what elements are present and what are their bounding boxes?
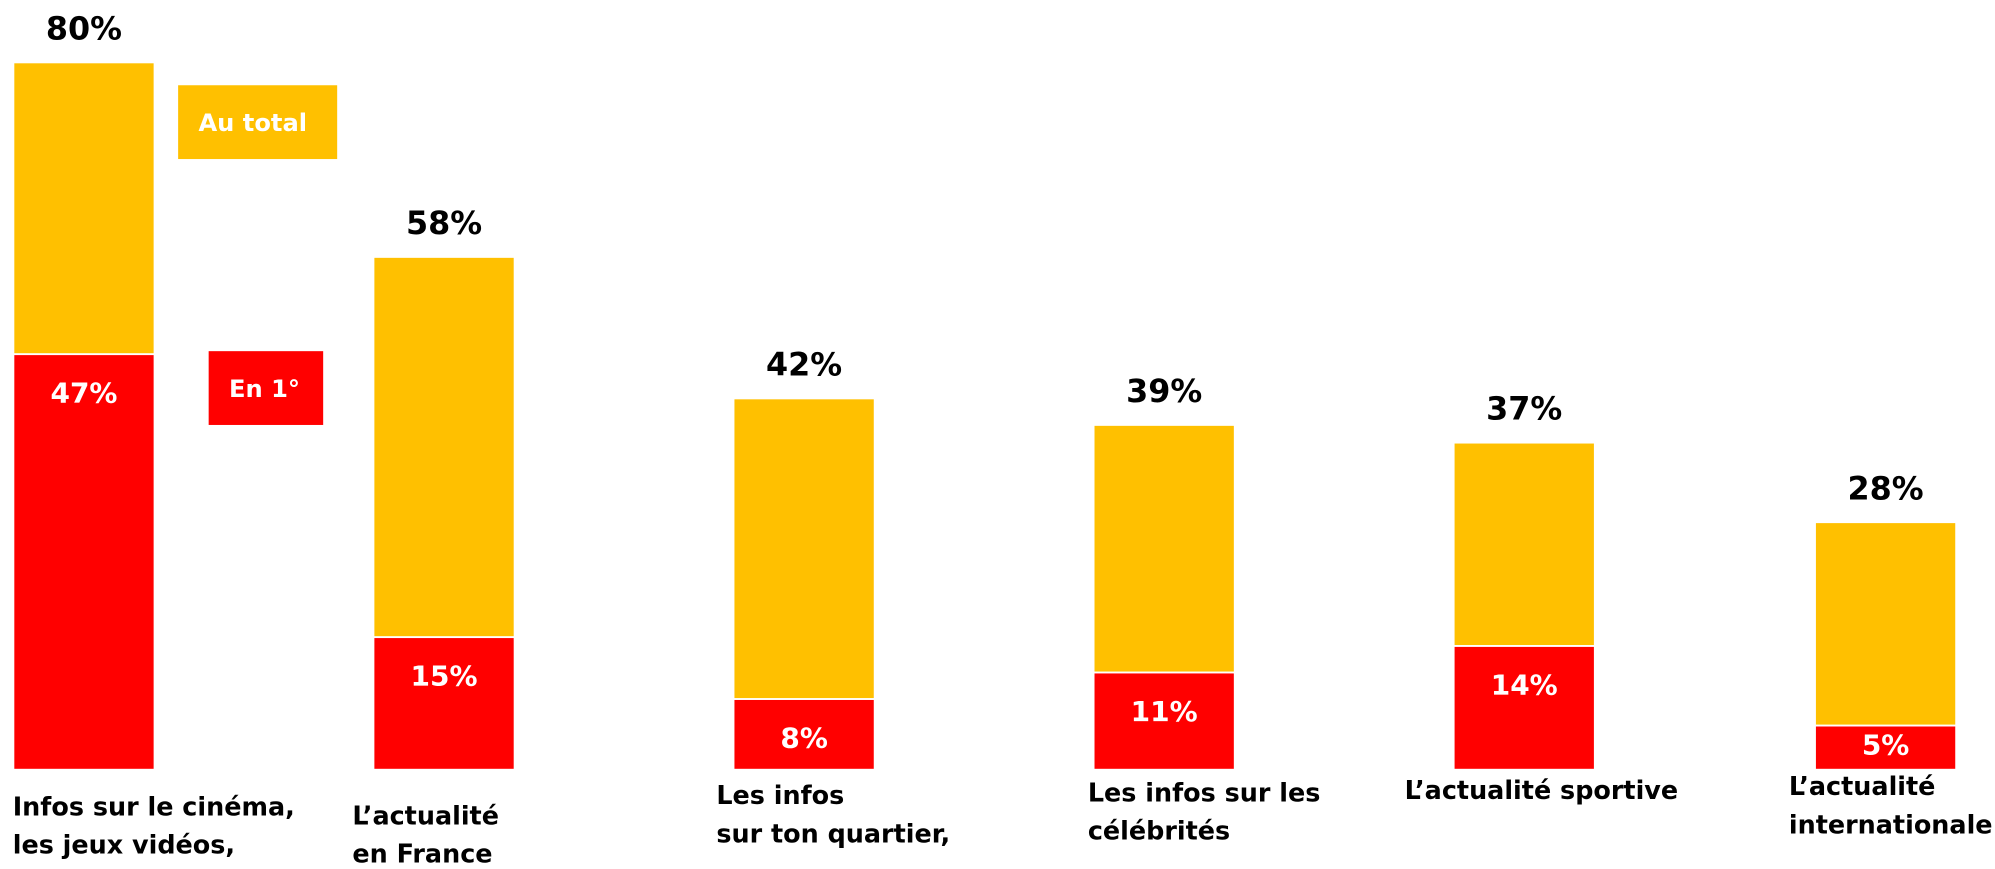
- value-label: 37%: [1486, 391, 1562, 428]
- value-label: 28%: [1848, 470, 1924, 507]
- bar: [372, 636, 516, 771]
- value-label: 39%: [1126, 373, 1202, 410]
- value-label: 11%: [1131, 695, 1198, 728]
- value-label: 80%: [46, 10, 122, 47]
- value-label: 8%: [780, 721, 828, 754]
- value-label: 5%: [1862, 728, 1910, 761]
- category-label: L’actualité sportive: [1405, 775, 1679, 805]
- value-label: 42%: [766, 346, 842, 383]
- legend-swatch: [178, 85, 338, 160]
- value-label: 14%: [1491, 668, 1558, 701]
- bar: [732, 698, 876, 771]
- bar: [1814, 724, 1958, 771]
- category-label: L’actualité en France: [352, 800, 499, 868]
- bar: [1452, 645, 1596, 771]
- value-label: 58%: [406, 205, 482, 242]
- legend-swatch: [208, 351, 324, 425]
- category-label: Infos sur le cinéma, les jeux vidéos,: [13, 792, 295, 860]
- bar: [12, 353, 156, 771]
- category-label: Les infos sur ton quartier,: [716, 780, 950, 848]
- legend-label: Au total: [198, 109, 307, 137]
- category-label: L’actualité internationale: [1789, 771, 1993, 839]
- value-label: 47%: [50, 377, 117, 410]
- value-label: 15%: [411, 659, 478, 692]
- category-label: Les infos sur les célébrités: [1088, 778, 1321, 846]
- legend-label: En 1°: [229, 375, 300, 403]
- bar: [1092, 671, 1236, 771]
